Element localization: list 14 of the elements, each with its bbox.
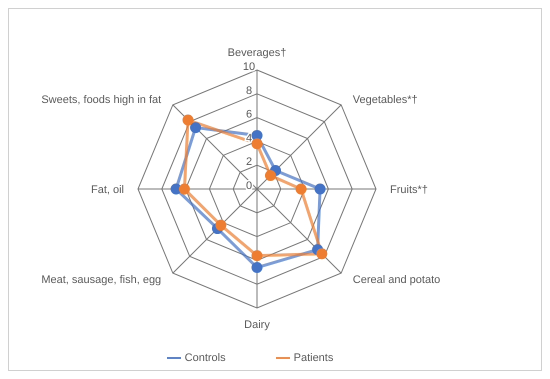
spoke-label: Dairy: [244, 319, 270, 331]
spoke-label: Cereal and potato: [352, 274, 440, 286]
spoke-label: Fat, oil: [90, 184, 124, 196]
spoke-label: Sweets, foods high in fat: [41, 94, 162, 106]
y-tick-label: 8: [246, 84, 252, 97]
spoke-label: Beverages†: [228, 47, 286, 59]
legend-label: Controls: [184, 352, 226, 364]
legend-label: Patients: [294, 352, 334, 364]
y-tick-label: 2: [246, 156, 252, 168]
y-tick-label: 6: [246, 108, 252, 121]
y-tick-label: 10: [242, 61, 256, 73]
spoke-label: Fruits*†: [390, 184, 428, 196]
spoke-label: Meat, sausage, fish, egg: [41, 274, 162, 286]
spoke-label: Vegetables*†: [352, 94, 418, 106]
